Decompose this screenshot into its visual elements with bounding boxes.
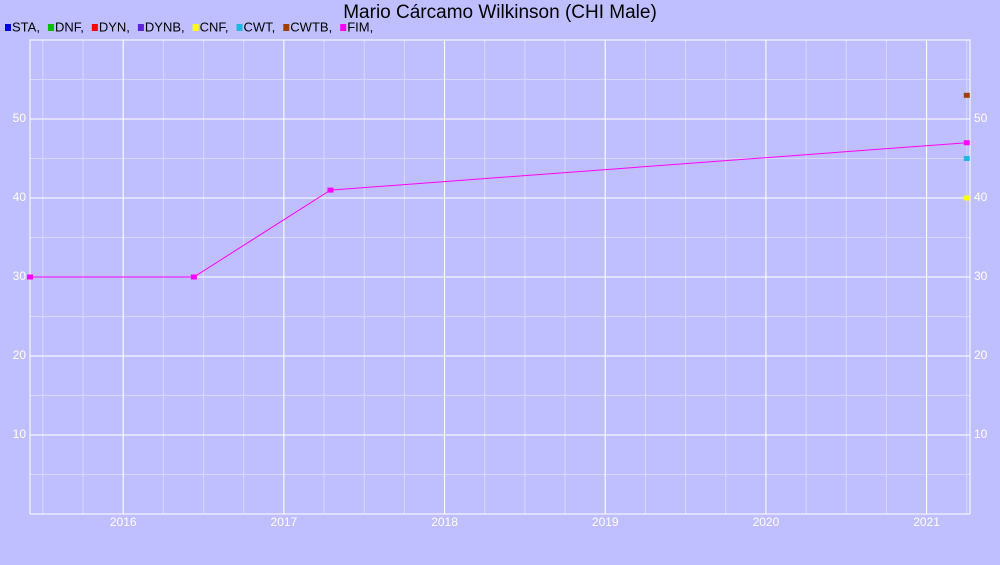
x-tick-label: 2021 bbox=[913, 515, 940, 529]
y2-tick-label: 40 bbox=[974, 190, 988, 204]
legend-label: DYN, bbox=[99, 19, 130, 34]
legend-label: FIM, bbox=[347, 19, 373, 34]
x-tick-label: 2017 bbox=[271, 515, 298, 529]
legend-swatch bbox=[137, 24, 144, 31]
y-tick-label: 30 bbox=[13, 269, 27, 283]
data-point bbox=[963, 92, 970, 98]
legend-swatch bbox=[236, 24, 243, 31]
legend-label: DNF, bbox=[55, 19, 84, 34]
x-tick-label: 2016 bbox=[110, 515, 137, 529]
y-tick-label: 40 bbox=[13, 190, 27, 204]
legend-label: CWT, bbox=[244, 19, 276, 34]
y-tick-label: 20 bbox=[13, 348, 27, 362]
legend-label: STA, bbox=[12, 19, 40, 34]
y-tick-label: 10 bbox=[13, 427, 27, 441]
x-tick-label: 2018 bbox=[431, 515, 458, 529]
chart-title: Mario Cárcamo Wilkinson (CHI Male) bbox=[343, 2, 657, 23]
legend-label: DYNB, bbox=[145, 19, 185, 34]
x-tick-label: 2019 bbox=[592, 515, 619, 529]
data-point bbox=[963, 156, 970, 161]
data-point bbox=[963, 195, 970, 201]
x-tick-label: 2020 bbox=[753, 515, 780, 529]
y2-tick-label: 20 bbox=[974, 348, 988, 362]
legend-swatch bbox=[283, 24, 290, 31]
y2-tick-label: 10 bbox=[974, 427, 988, 441]
data-point bbox=[963, 140, 970, 146]
legend-swatch bbox=[5, 24, 11, 31]
legend-label: CNF, bbox=[200, 19, 229, 34]
y2-tick-label: 30 bbox=[974, 269, 988, 283]
data-point bbox=[190, 274, 197, 280]
legend-swatch bbox=[340, 24, 347, 31]
legend-swatch bbox=[91, 24, 98, 31]
series-line bbox=[30, 142, 967, 278]
y2-tick-label: 50 bbox=[974, 111, 988, 125]
data-point bbox=[327, 187, 334, 193]
legend-swatch bbox=[47, 24, 54, 31]
y-tick-label: 50 bbox=[13, 111, 27, 125]
legend-label: CWTB, bbox=[290, 19, 332, 34]
legend-swatch bbox=[192, 24, 199, 31]
data-point bbox=[27, 274, 33, 280]
